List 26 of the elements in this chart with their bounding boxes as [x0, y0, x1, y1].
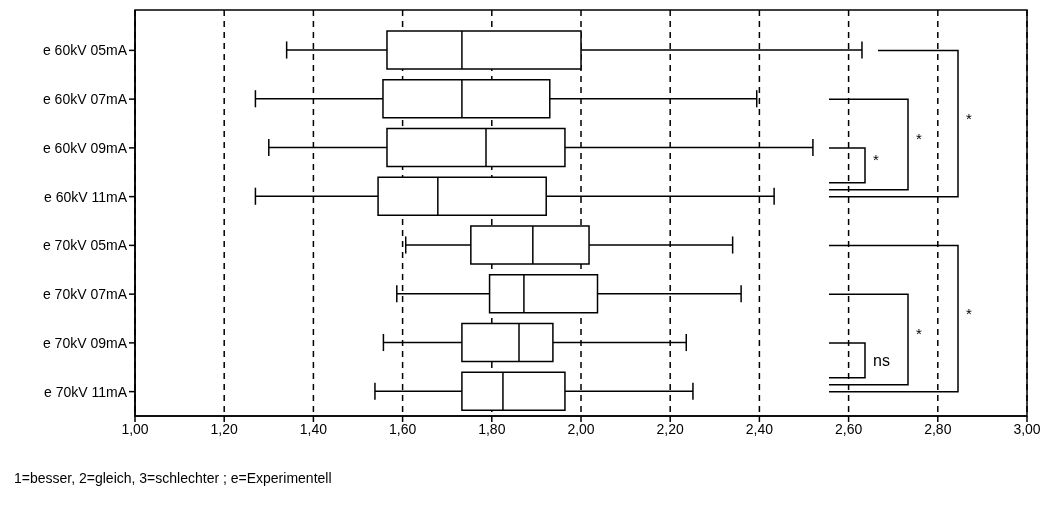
annotation: ns: [873, 352, 890, 370]
y-tick-label: e 60kV 05mA: [42, 42, 128, 59]
y-tick-label: e 70kV 11mA: [43, 383, 128, 400]
y-tick-label: e 60kV 09mA: [42, 139, 128, 156]
x-tick-label: 2,80: [924, 420, 952, 437]
x-tick-label: 2,60: [834, 420, 863, 437]
x-tick-label: 3,00: [1013, 420, 1041, 437]
x-tick-label: 1,20: [210, 420, 239, 437]
x-tick-label: 2,00: [567, 420, 595, 437]
x-tick-label: 2,20: [656, 420, 685, 437]
x-tick-label: 1,80: [478, 420, 506, 437]
y-tick-label: e 70kV 05mA: [42, 237, 128, 254]
annotation: *: [966, 109, 972, 127]
annotation: *: [916, 130, 922, 148]
x-tick-label: 2,40: [745, 420, 774, 437]
x-tick-label: 1,60: [388, 420, 417, 437]
y-tick-label: e 70kV 07mA: [42, 286, 128, 303]
text: 1=besser, 2=gleich, 3=schlechter ; e=Experimentell: [14, 470, 333, 486]
annotation: *: [916, 325, 922, 343]
x-tick-label: 1,40: [299, 420, 328, 437]
y-tick-label: e 70kV 09mA: [42, 334, 128, 351]
annotation: *: [966, 304, 972, 322]
annotation: *: [873, 151, 879, 169]
y-tick-label: e 60kV 11mA: [43, 188, 128, 205]
x-tick-label: 1,00: [121, 420, 149, 437]
y-tick-label: e 60kV 07mA: [42, 91, 128, 108]
